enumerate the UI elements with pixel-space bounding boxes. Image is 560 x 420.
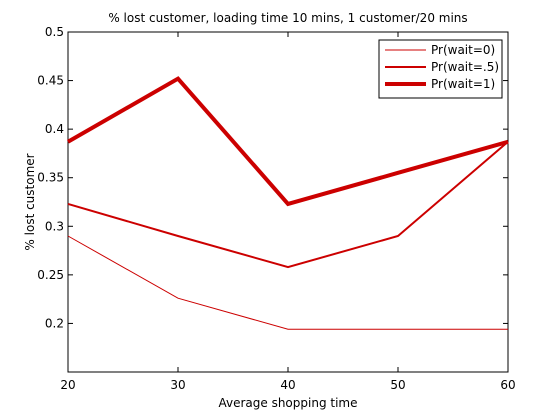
y-axis-label: % lost customer (23, 153, 37, 250)
y-axis: 0.2 0.25 0.3 0.35 0.4 0.45 0.5 (37, 25, 508, 330)
series-line-3 (67, 76, 509, 207)
x-axis-label: Average shopping time (218, 396, 357, 410)
series-line-1 (67, 235, 508, 330)
x-tick-label: 40 (280, 378, 295, 392)
y-tick-label: 0.35 (37, 171, 64, 185)
x-tick-label: 30 (170, 378, 185, 392)
series-lines (67, 76, 509, 330)
legend-label-1: Pr(wait=0) (431, 43, 495, 57)
chart-title: % lost customer, loading time 10 mins, 1… (108, 11, 467, 25)
legend: Pr(wait=0) Pr(wait=.5) Pr(wait=1) (378, 39, 503, 99)
x-tick-label: 20 (60, 378, 75, 392)
x-tick-label: 50 (390, 378, 405, 392)
y-tick-label: 0.5 (45, 25, 64, 39)
y-tick-label: 0.3 (45, 219, 64, 233)
legend-label-3: Pr(wait=1) (431, 77, 495, 91)
y-tick-label: 0.2 (45, 316, 64, 330)
y-tick-label: 0.45 (37, 74, 64, 88)
y-tick-label: 0.25 (37, 268, 64, 282)
legend-label-2: Pr(wait=.5) (431, 60, 499, 74)
series-line-2 (67, 141, 509, 269)
x-tick-label: 60 (500, 378, 515, 392)
y-tick-label: 0.4 (45, 122, 64, 136)
x-axis: 20 30 40 50 60 (60, 32, 516, 392)
